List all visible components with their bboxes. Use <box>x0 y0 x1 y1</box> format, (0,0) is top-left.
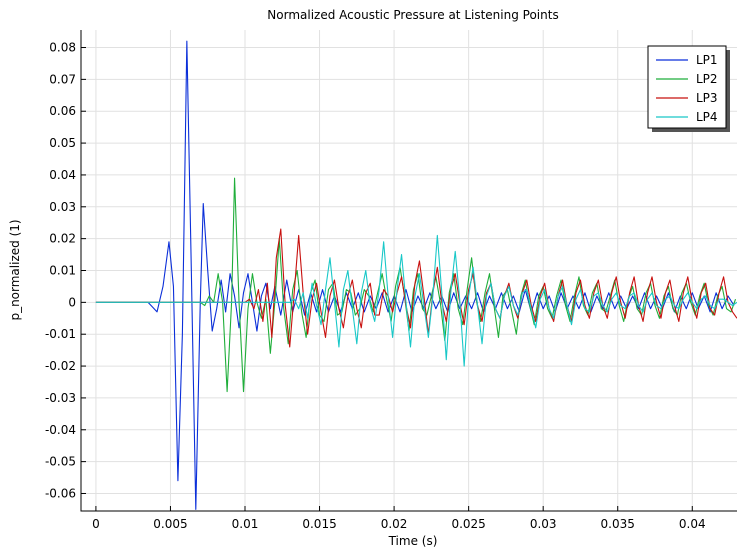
x-tick-label: 0.035 <box>601 517 635 531</box>
series-layer <box>95 40 737 510</box>
x-tick-label: 0.01 <box>232 517 259 531</box>
y-tick-label: 0.04 <box>49 168 76 182</box>
y-tick-label: 0.01 <box>49 264 76 278</box>
legend-label-lp2: LP2 <box>696 72 718 86</box>
axis-layer: 0 0.005 0.01 0.015 0.02 0.025 0.03 0.035 0.04 0.0… <box>45 30 737 531</box>
y-tick-label: -0.05 <box>45 455 76 469</box>
y-tick-label: 0.03 <box>49 200 76 214</box>
y-tick-label: -0.03 <box>45 391 76 405</box>
x-axis-title: Time (s) <box>388 534 438 548</box>
y-tick-label: -0.04 <box>45 423 76 437</box>
x-tick-label: 0.03 <box>530 517 557 531</box>
x-tick-label: 0.015 <box>302 517 336 531</box>
y-tick-label: 0.05 <box>49 136 76 150</box>
x-tick-label: 0.005 <box>153 517 187 531</box>
series-line-lp1 <box>95 40 735 510</box>
legend: LP1 LP2 LP3 LP4 <box>647 45 730 132</box>
chart-title: Normalized Acoustic Pressure at Listenin… <box>267 8 558 22</box>
x-tick-label: 0.04 <box>679 517 706 531</box>
y-tick-label: -0.02 <box>45 359 76 373</box>
y-tick-label: 0.08 <box>49 41 76 55</box>
series-line-lp4 <box>95 234 737 367</box>
legend-label-lp3: LP3 <box>696 91 718 105</box>
y-axis-title: p_normalized (1) <box>8 219 22 320</box>
y-tick-label: -0.06 <box>45 486 76 500</box>
y-tick-label: 0.06 <box>49 104 76 118</box>
y-tick-label: 0.02 <box>49 232 76 246</box>
axis-frame <box>80 30 737 512</box>
x-tick-label: 0 <box>92 517 100 531</box>
y-tick-label: 0.07 <box>49 72 76 86</box>
series-line-lp2 <box>95 177 737 393</box>
legend-label-lp4: LP4 <box>696 110 718 124</box>
legend-label-lp1: LP1 <box>696 53 718 67</box>
y-tick-label: -0.01 <box>45 327 76 341</box>
x-tick-label: 0.025 <box>451 517 485 531</box>
x-tick-label: 0.02 <box>381 517 408 531</box>
y-tick-label: 0 <box>68 295 76 309</box>
